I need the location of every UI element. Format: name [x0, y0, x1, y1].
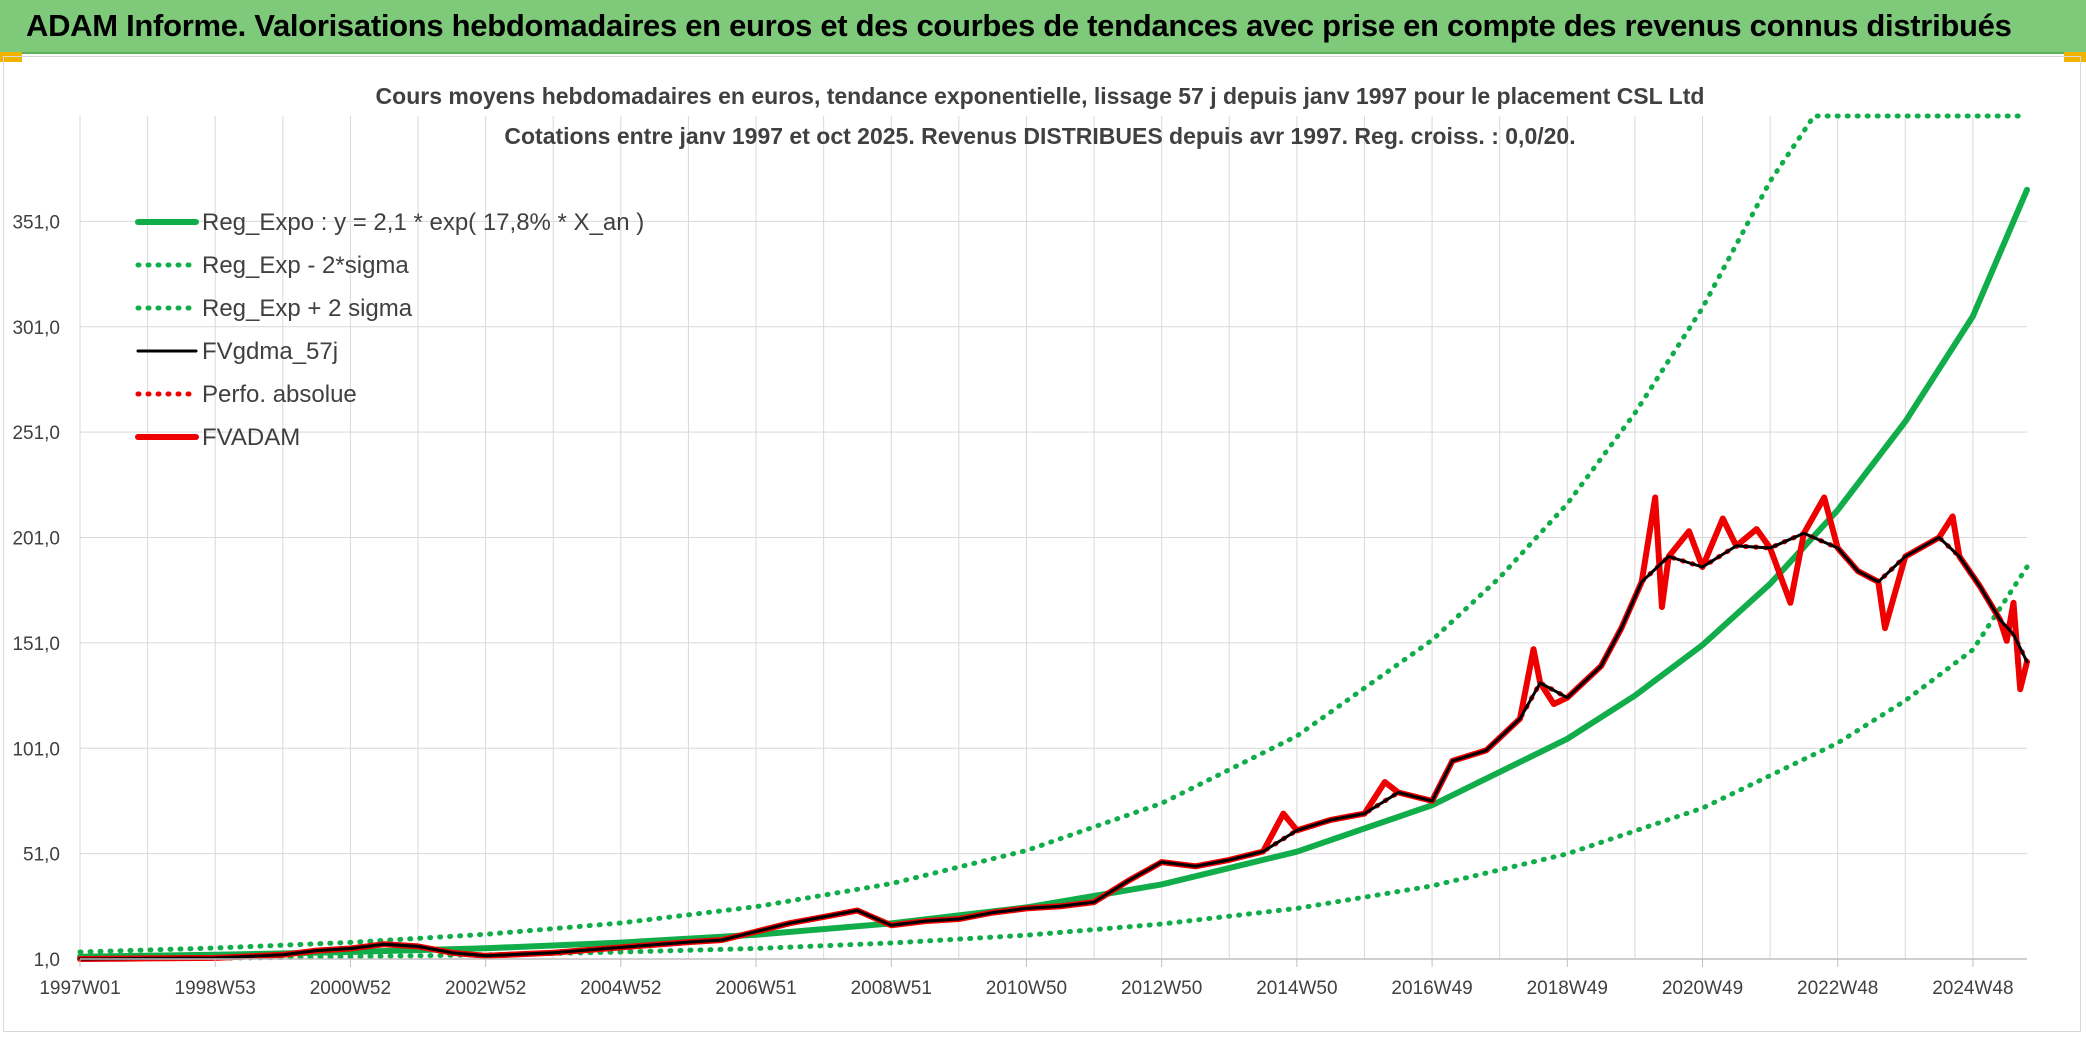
x-tick-label: 1997W01 [39, 978, 120, 999]
y-tick-label: 351,0 [12, 212, 60, 233]
report-banner: ADAM Informe. Valorisations hebdomadaire… [0, 0, 2086, 54]
y-tick-label: 201,0 [12, 529, 60, 550]
x-tick-label: 2000W52 [310, 978, 391, 999]
chart-subtitle: Cotations entre janv 1997 et oct 2025. R… [504, 123, 1575, 149]
x-tick-label: 2014W50 [1256, 978, 1337, 999]
series-line-2 [77, 113, 2030, 955]
y-tick-label: 1,0 [34, 950, 60, 971]
x-tick-label: 2016W49 [1391, 978, 1472, 999]
series-line-4 [77, 530, 2030, 962]
y-tick-label: 251,0 [12, 423, 60, 444]
legend-label: Perfo. absolue [202, 381, 357, 408]
chart-title: Cours moyens hebdomadaires en euros, ten… [376, 83, 1705, 109]
price-chart: 1,0 51,0 101,0 151,0 201,0 251,0 301,0 351,0 199… [12, 83, 2030, 999]
legend-label: Reg_Exp - 2*sigma [202, 252, 409, 279]
axis-layer: 1,0 51,0 101,0 151,0 201,0 251,0 301,0 351,0 199… [12, 212, 2027, 999]
series-layer [77, 113, 2030, 962]
x-tick-label: 2018W49 [1527, 978, 1608, 999]
report-title: ADAM Informe. Valorisations hebdomadaire… [26, 8, 2012, 43]
legend-label: FVgdma_57j [202, 338, 338, 365]
corner-marker-left [0, 52, 22, 62]
y-tick-label: 101,0 [12, 739, 60, 760]
series-line-1 [77, 564, 2030, 962]
x-tick-label: 2010W50 [986, 978, 1067, 999]
legend-label: Reg_Expo : y = 2,1 * exp( 17,8% * X_an ) [202, 209, 644, 236]
corner-marker-right [2064, 52, 2086, 62]
x-tick-label: 2020W49 [1662, 978, 1743, 999]
x-tick-label: 2024W48 [1932, 978, 2013, 999]
x-tick-label: 2004W52 [580, 978, 661, 999]
legend-label: Reg_Exp + 2 sigma [202, 295, 413, 322]
y-tick-label: 301,0 [12, 318, 60, 339]
series-line-0 [77, 186, 2030, 960]
x-tick-label: 2002W52 [445, 978, 526, 999]
x-tick-label: 2008W51 [851, 978, 932, 999]
y-tick-label: 151,0 [12, 634, 60, 655]
x-tick-label: 2022W48 [1797, 978, 1878, 999]
series-line-5 [77, 494, 2030, 962]
x-tick-label: 1998W53 [175, 978, 256, 999]
x-tick-label: 2006W51 [715, 978, 796, 999]
legend-label: FVADAM [202, 424, 300, 451]
chart-legend: Reg_Expo : y = 2,1 * exp( 17,8% * X_an )… [135, 209, 644, 451]
y-tick-label: 51,0 [23, 845, 60, 866]
series-line-3 [78, 531, 2029, 961]
x-tick-label: 2012W50 [1121, 978, 1202, 999]
